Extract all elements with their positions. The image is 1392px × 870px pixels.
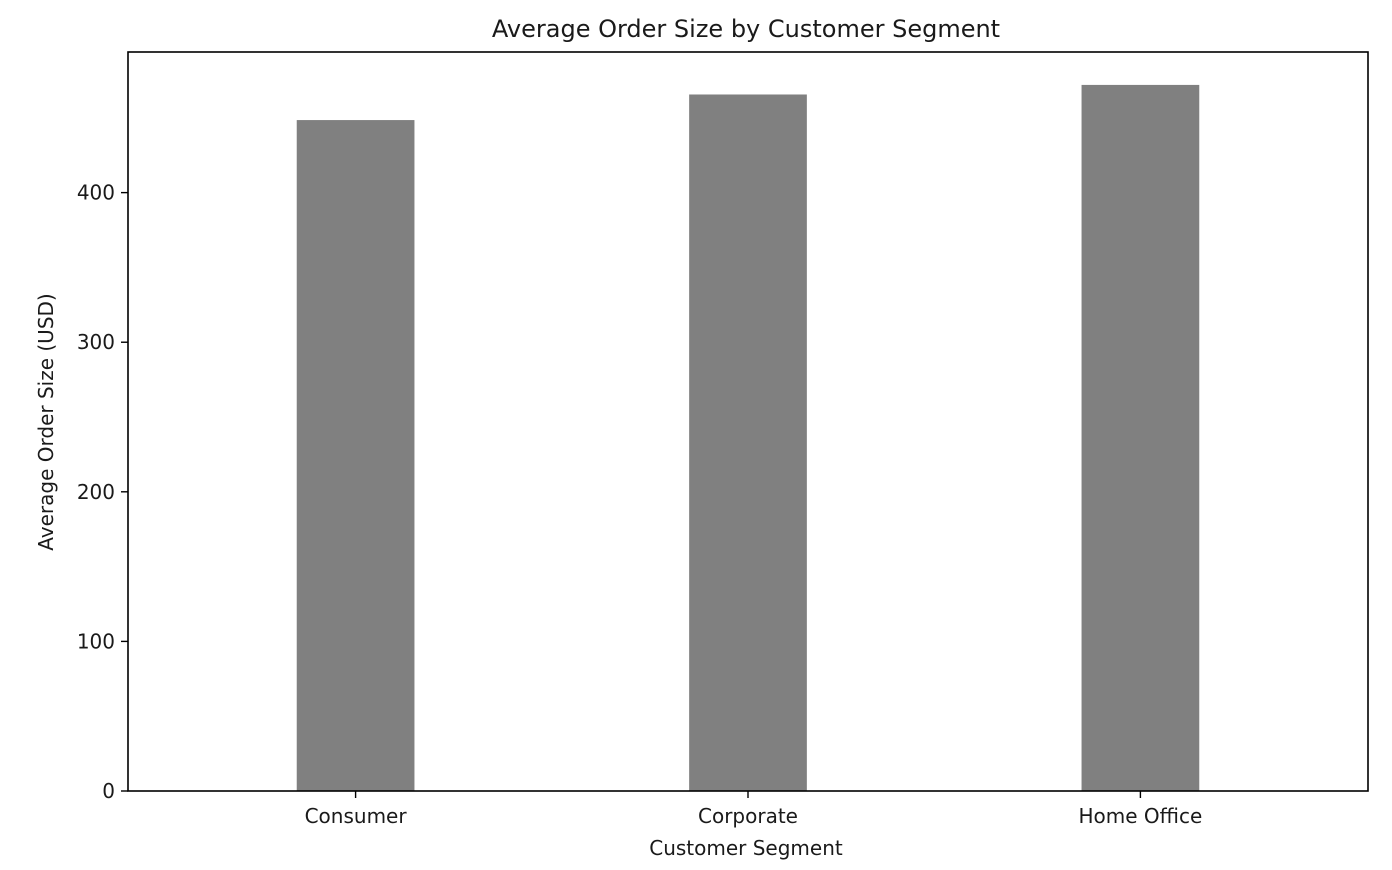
y-tick-label: 100: [77, 629, 115, 653]
y-tick-label: 300: [77, 330, 115, 354]
y-axis: 0 100 200 300 400: [77, 181, 128, 803]
y-tick-label: 0: [102, 779, 115, 803]
x-tick-label: Home Office: [1078, 804, 1202, 828]
bars-layer: [296, 84, 1200, 791]
y-tick-label: 200: [77, 480, 115, 504]
y-tick-label: 400: [77, 181, 115, 205]
bar-corporate: [689, 94, 807, 791]
bar-home-office: [1081, 84, 1200, 791]
x-tick-label: Corporate: [698, 804, 798, 828]
x-axis: Consumer Corporate Home Office: [305, 791, 1202, 828]
bar-consumer: [296, 120, 415, 791]
x-axis-label: Customer Segment: [649, 836, 843, 860]
x-tick-label: Consumer: [305, 804, 408, 828]
y-axis-label: Average Order Size (USD): [34, 293, 58, 550]
chart-title: Average Order Size by Customer Segment: [492, 15, 1000, 43]
plot-frame: [127, 51, 1369, 792]
